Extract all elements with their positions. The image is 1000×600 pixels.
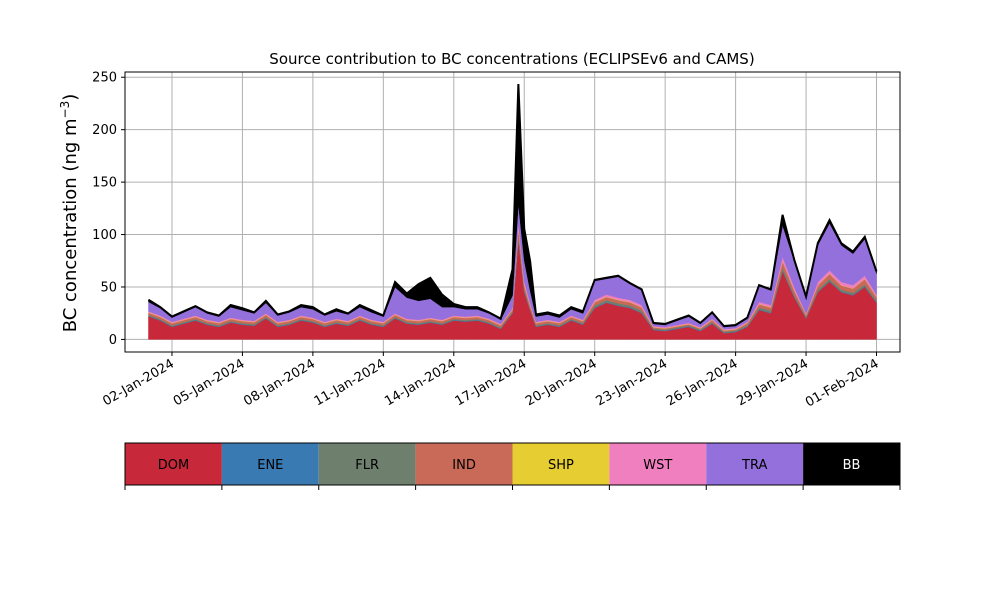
x-tick-label: 01-Feb-2024 [803, 356, 882, 410]
legend-label-ene: ENE [257, 458, 283, 473]
legend-swatch-dom [125, 443, 222, 485]
legend-label-ind: IND [452, 458, 476, 473]
total-outline [147, 84, 878, 328]
legend-label-dom: DOM [158, 458, 189, 473]
legend-label-wst: WST [643, 458, 672, 473]
legend: DOM ENE FLR IND SHP WST TRA BB [124, 442, 901, 490]
y-tick-label: 0 [109, 333, 117, 348]
legend-swatch-bb [803, 443, 900, 485]
legend-label-flr: FLR [355, 458, 379, 473]
y-tick-label: 250 [92, 71, 117, 86]
legend-label-shp: SHP [548, 458, 574, 473]
y-tick-label: 50 [100, 280, 117, 295]
plot-area: 0 50 100 150 200 250 02-Jan-202405-Jan-202408… [92, 71, 901, 410]
legend-swatch-wst [609, 443, 707, 485]
x-tick-label: 20-Jan-2024 [523, 356, 600, 409]
x-tick-label: 23-Jan-2024 [594, 356, 671, 409]
y-axis-ticks: 0 50 100 150 200 250 [92, 71, 125, 348]
y-tick-label: 200 [92, 123, 117, 138]
legend-swatch-shp [512, 443, 610, 485]
chart-title: Source contribution to BC concentrations… [269, 50, 754, 68]
x-tick-label: 11-Jan-2024 [312, 356, 389, 409]
x-axis-ticks: 02-Jan-202405-Jan-202408-Jan-202411-Jan-… [100, 352, 882, 410]
legend-label-tra: TRA [741, 458, 767, 473]
legend-swatch-tra [706, 443, 804, 485]
stacked-areas [148, 84, 877, 340]
legend-swatch-ene [221, 443, 319, 485]
y-axis-label: BC concentration (ng m−3) [58, 94, 81, 333]
x-tick-label: 17-Jan-2024 [453, 356, 530, 409]
y-tick-label: 150 [92, 176, 117, 191]
x-tick-label: 29-Jan-2024 [734, 356, 811, 409]
x-tick-label: 08-Jan-2024 [241, 356, 318, 409]
legend-swatch-ind [415, 443, 513, 485]
x-tick-label: 14-Jan-2024 [382, 356, 459, 409]
legend-swatch-flr [318, 443, 416, 485]
x-tick-label: 05-Jan-2024 [171, 356, 248, 409]
y-tick-label: 100 [92, 228, 117, 243]
x-tick-label: 02-Jan-2024 [100, 356, 177, 409]
plot-frame [124, 71, 901, 353]
legend-label-bb: BB [843, 458, 861, 473]
x-tick-label: 26-Jan-2024 [664, 356, 741, 409]
